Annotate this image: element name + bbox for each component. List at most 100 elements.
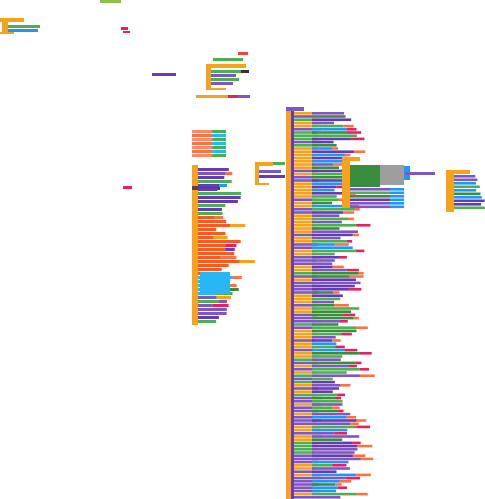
block <box>312 172 354 176</box>
block <box>312 182 344 185</box>
block <box>334 432 347 435</box>
block <box>294 153 314 157</box>
block <box>350 205 390 209</box>
block <box>294 176 314 179</box>
block <box>312 316 354 320</box>
block <box>294 428 320 432</box>
block <box>359 368 369 371</box>
block-group[interactable] <box>206 58 249 90</box>
block <box>294 400 320 403</box>
block <box>312 224 357 227</box>
block <box>312 483 336 486</box>
block <box>454 196 482 199</box>
block <box>294 243 320 246</box>
block <box>351 137 365 141</box>
block <box>294 377 313 381</box>
block <box>390 188 404 191</box>
block <box>294 323 313 326</box>
block <box>198 192 242 195</box>
block[interactable] <box>121 27 128 30</box>
block <box>294 124 319 128</box>
block[interactable] <box>123 31 130 33</box>
block <box>294 240 316 243</box>
block <box>294 169 319 173</box>
block <box>312 195 337 198</box>
block <box>312 403 343 406</box>
block <box>312 460 349 464</box>
block <box>286 111 291 499</box>
block <box>312 300 335 304</box>
block <box>356 492 368 496</box>
block <box>312 374 360 377</box>
block <box>312 489 337 493</box>
block <box>332 147 338 150</box>
block-group[interactable] <box>0 18 40 34</box>
block <box>294 281 316 285</box>
block <box>294 403 321 406</box>
block <box>346 240 353 243</box>
block <box>212 142 226 145</box>
block <box>198 180 232 183</box>
block <box>198 228 217 231</box>
block[interactable] <box>152 73 176 76</box>
block <box>333 291 340 294</box>
block <box>312 204 353 208</box>
block <box>312 137 352 141</box>
block <box>312 428 348 432</box>
block <box>454 206 485 210</box>
block <box>294 444 318 448</box>
block <box>312 297 341 301</box>
block <box>8 29 38 32</box>
block <box>294 352 320 355</box>
block <box>312 208 355 211</box>
block <box>225 172 233 175</box>
block-group[interactable] <box>255 162 285 185</box>
block <box>198 204 226 207</box>
block <box>312 339 333 342</box>
block <box>312 313 343 317</box>
block <box>294 265 322 269</box>
block <box>332 406 340 409</box>
block <box>454 189 477 192</box>
block <box>312 124 344 128</box>
block <box>350 195 390 198</box>
block <box>332 464 347 467</box>
block <box>356 473 371 477</box>
block <box>312 473 357 477</box>
block <box>312 326 357 329</box>
block <box>192 165 198 325</box>
block <box>294 140 321 144</box>
block[interactable] <box>238 52 248 55</box>
block <box>294 188 321 192</box>
block <box>343 211 355 214</box>
block <box>255 183 269 185</box>
block <box>294 252 317 256</box>
block <box>198 176 225 179</box>
block <box>294 307 319 310</box>
block[interactable] <box>123 186 132 189</box>
block <box>312 387 340 390</box>
block <box>312 249 356 253</box>
block <box>294 278 319 281</box>
block[interactable] <box>100 0 121 3</box>
block <box>312 188 335 192</box>
block <box>294 361 319 365</box>
block <box>312 435 360 438</box>
block <box>216 296 232 299</box>
block <box>198 304 213 307</box>
block[interactable] <box>238 95 250 98</box>
block <box>200 272 230 294</box>
block[interactable] <box>228 95 238 98</box>
block <box>212 138 226 141</box>
block <box>294 179 320 182</box>
block <box>198 312 227 315</box>
block <box>232 276 242 279</box>
block <box>294 166 315 169</box>
block <box>294 233 315 237</box>
block <box>356 224 371 227</box>
block <box>350 188 390 191</box>
block <box>294 448 318 451</box>
block[interactable] <box>196 95 228 98</box>
block <box>335 345 345 349</box>
